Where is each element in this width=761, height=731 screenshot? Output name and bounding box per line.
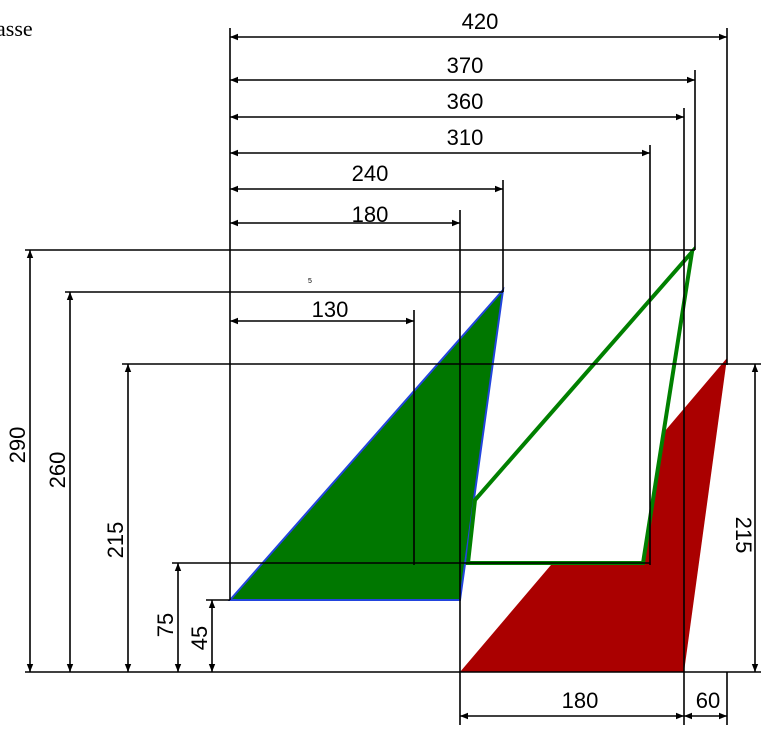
note: 5 bbox=[308, 278, 312, 285]
dimension-label: 370 bbox=[447, 53, 484, 78]
dimension-label: 360 bbox=[447, 89, 484, 114]
green-triangle bbox=[227, 286, 505, 601]
dimension-label: 215 bbox=[103, 522, 128, 559]
dimension-label: 45 bbox=[187, 626, 212, 650]
dimension-label: 260 bbox=[45, 452, 70, 489]
dimension-label: 180 bbox=[562, 688, 599, 713]
dimension-label: 290 bbox=[5, 427, 30, 464]
dimension-label: 75 bbox=[153, 613, 178, 637]
dimension-label: 310 bbox=[447, 125, 484, 150]
dimension-arrows bbox=[26, 33, 759, 720]
dimension-label: 130 bbox=[312, 297, 349, 322]
title: asse bbox=[0, 16, 33, 41]
dimension-label: 180 bbox=[352, 202, 389, 227]
dimension-label: 215 bbox=[731, 517, 756, 554]
dimension-label: 240 bbox=[352, 161, 389, 186]
dimension-label: 60 bbox=[696, 688, 720, 713]
dimension-label: 420 bbox=[462, 9, 499, 34]
